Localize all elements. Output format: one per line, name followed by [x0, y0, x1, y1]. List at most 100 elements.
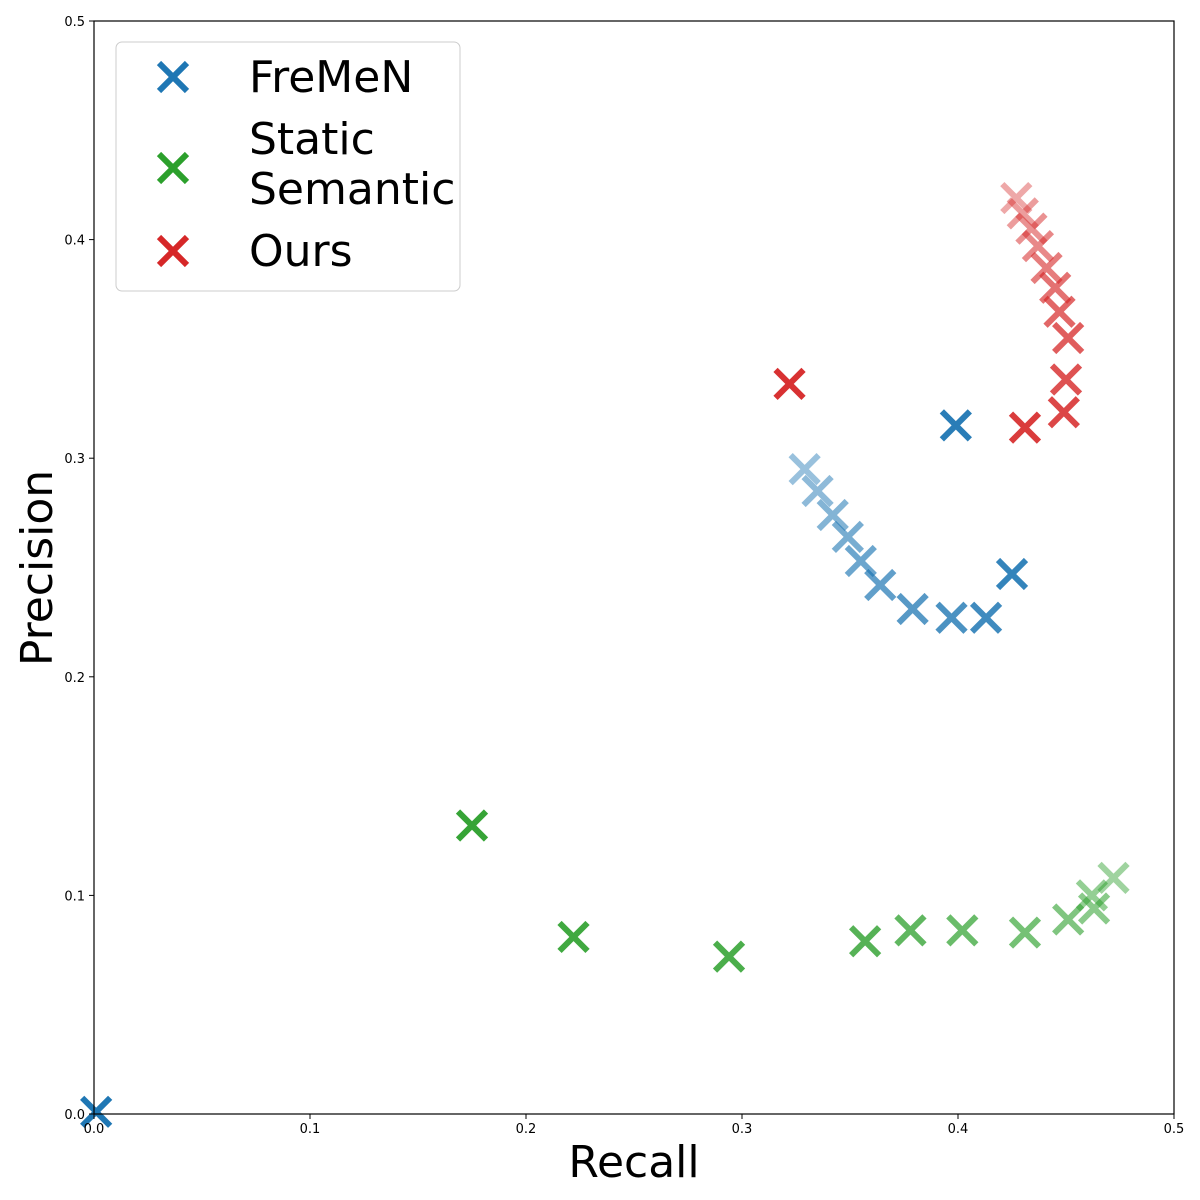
- data-point: [1039, 271, 1072, 304]
- legend-marker: [156, 151, 190, 185]
- x-tick-label: 0.1: [300, 1122, 321, 1137]
- data-point: [1097, 861, 1130, 895]
- marker-stroke: [969, 601, 1003, 634]
- data-point: [1000, 181, 1033, 215]
- data-point: [788, 453, 821, 486]
- marker-stroke: [1049, 363, 1083, 396]
- marker-stroke: [1000, 181, 1033, 215]
- data-point: [1047, 396, 1080, 429]
- data-point: [1006, 197, 1039, 230]
- data-point: [831, 520, 864, 554]
- marker-stroke: [156, 60, 190, 94]
- data-point: [1052, 903, 1085, 936]
- data-point: [969, 601, 1003, 634]
- marker-stroke: [939, 409, 972, 442]
- marker-stroke: [801, 474, 834, 508]
- marker-stroke: [816, 498, 849, 532]
- marker-stroke: [712, 940, 746, 973]
- y-tick-label: 0.0: [64, 1108, 85, 1123]
- marker-stroke: [848, 925, 882, 958]
- marker-stroke: [1047, 396, 1080, 429]
- marker-stroke: [1021, 230, 1055, 263]
- marker-stroke: [831, 520, 864, 554]
- marker-stroke: [1052, 321, 1085, 355]
- data-point: [844, 544, 877, 578]
- data-point: [939, 409, 972, 442]
- data-point: [773, 367, 806, 400]
- y-tick-label: 0.4: [64, 234, 85, 249]
- data-point: [1030, 251, 1063, 285]
- data-point: [1043, 295, 1076, 328]
- marker-stroke: [1043, 295, 1076, 328]
- series-static: [455, 809, 1130, 973]
- legend-marker: [156, 234, 190, 268]
- marker-stroke: [788, 453, 821, 486]
- data-point: [935, 601, 968, 634]
- legend-label: Ours: [249, 226, 353, 277]
- marker-stroke: [80, 1095, 113, 1128]
- legend: FreMeN Static Semantic Ours: [115, 41, 461, 292]
- legend-box: [115, 41, 461, 292]
- data-point: [864, 568, 897, 602]
- x-tick-label: 0.3: [732, 1122, 753, 1137]
- legend-label-line: Static: [249, 114, 375, 165]
- data-point: [1008, 411, 1042, 444]
- x-tick-label: 0.2: [516, 1122, 537, 1137]
- marker-stroke: [946, 914, 979, 947]
- data-point: [557, 920, 590, 954]
- series-fremen: [80, 409, 1029, 1128]
- marker-stroke: [156, 234, 190, 268]
- x-axis-label: Recall: [568, 1137, 699, 1188]
- data-point: [848, 925, 882, 958]
- marker-stroke: [935, 601, 968, 634]
- data-point: [816, 498, 849, 532]
- marker-stroke: [788, 453, 821, 486]
- marker-stroke: [455, 809, 489, 842]
- series-ours: [773, 181, 1085, 444]
- marker-stroke: [1097, 861, 1130, 895]
- data-point: [1008, 916, 1042, 949]
- data-point: [894, 914, 927, 947]
- marker-stroke: [1008, 411, 1042, 444]
- y-tick-label: 0.3: [64, 452, 85, 467]
- marker-stroke: [1039, 271, 1072, 304]
- x-axis-ticks: 0.0 0.1 0.2 0.3 0.4 0.5: [84, 1114, 1184, 1137]
- data-point: [801, 474, 834, 508]
- data-point: [946, 914, 979, 947]
- data-point: [80, 1095, 113, 1128]
- legend-label-line: Ours: [249, 226, 353, 277]
- marker-stroke: [1006, 197, 1039, 230]
- legend-marker: [156, 60, 190, 94]
- marker-stroke: [156, 151, 190, 185]
- data-marks: [80, 181, 1130, 1128]
- marker-stroke: [1008, 916, 1042, 949]
- y-tick-label: 0.5: [64, 15, 85, 30]
- marker-stroke: [1006, 197, 1039, 230]
- marker-stroke: [773, 367, 806, 400]
- data-point: [1049, 363, 1083, 396]
- marker-stroke: [1015, 212, 1048, 245]
- legend-label: FreMeN: [249, 52, 413, 103]
- legend-label-line: Semantic: [249, 164, 455, 215]
- y-axis-ticks: 0.0 0.1 0.2 0.3 0.4 0.5: [64, 15, 94, 1123]
- marker-stroke: [1077, 892, 1111, 925]
- data-point: [896, 592, 929, 626]
- axes-frame: [93, 20, 1175, 1115]
- marker-stroke: [1030, 251, 1063, 285]
- y-tick-label: 0.2: [64, 671, 85, 686]
- marker-stroke: [1097, 861, 1130, 895]
- marker-stroke: [1000, 181, 1033, 215]
- y-tick-label: 0.1: [64, 889, 85, 904]
- data-point: [1015, 212, 1048, 245]
- data-point: [995, 557, 1029, 591]
- data-point: [1021, 230, 1055, 263]
- marker-stroke: [894, 914, 927, 947]
- marker-stroke: [844, 544, 877, 578]
- data-point: [1075, 879, 1109, 912]
- y-axis-label: Precision: [12, 470, 63, 666]
- legend-label: Static Semantic: [249, 114, 455, 215]
- data-point: [1052, 321, 1085, 355]
- marker-stroke: [995, 557, 1029, 591]
- x-tick-label: 0.4: [948, 1122, 969, 1137]
